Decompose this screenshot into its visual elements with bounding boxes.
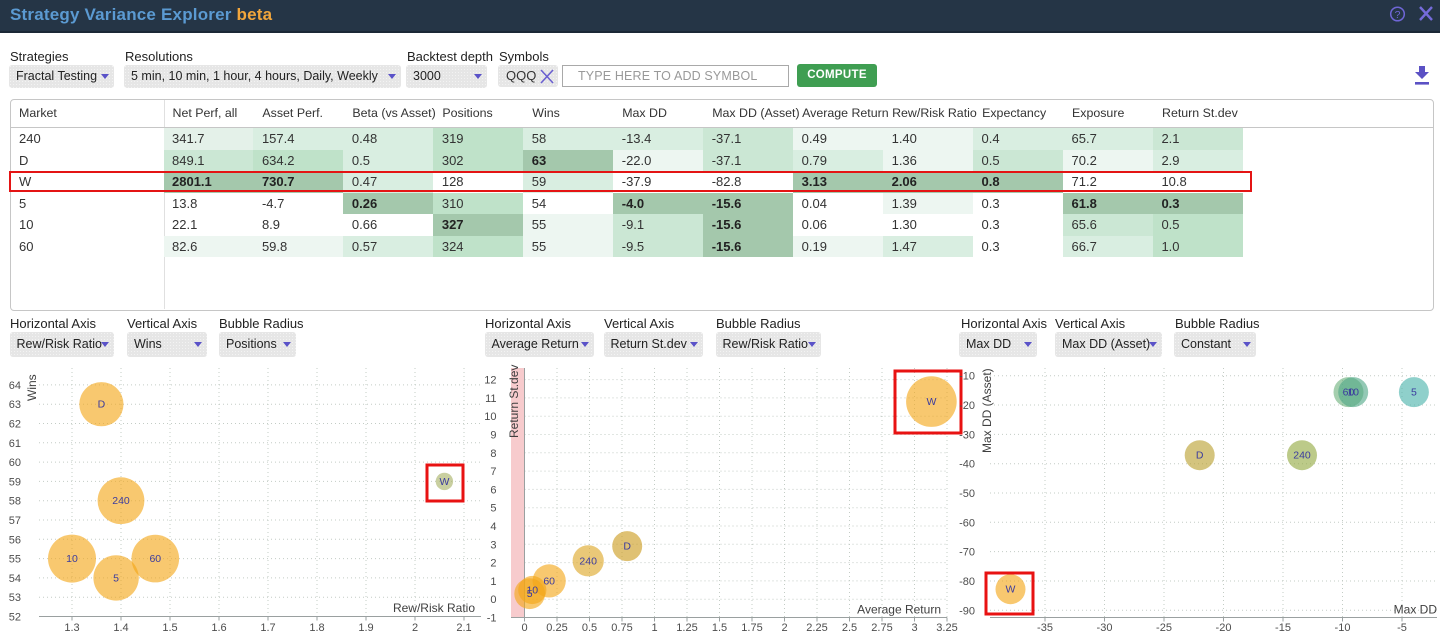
svg-text:1.9: 1.9: [358, 622, 373, 634]
svg-text:52: 52: [9, 612, 21, 624]
svg-text:0.25: 0.25: [546, 622, 567, 634]
svg-text:-1: -1: [487, 613, 497, 625]
svg-text:61: 61: [9, 438, 21, 450]
svg-text:-90: -90: [959, 605, 975, 617]
svg-text:1.75: 1.75: [741, 622, 762, 634]
svg-text:W: W: [439, 476, 449, 488]
svg-text:60: 60: [149, 553, 161, 565]
svg-text:3: 3: [490, 539, 496, 551]
svg-text:-5: -5: [1397, 622, 1407, 634]
svg-text:60: 60: [9, 457, 21, 469]
svg-text:3.25: 3.25: [936, 622, 957, 634]
svg-text:2.1: 2.1: [456, 622, 471, 634]
svg-text:8: 8: [490, 448, 496, 460]
svg-text:-10: -10: [1335, 622, 1351, 634]
svg-text:240: 240: [1293, 450, 1311, 462]
svg-text:1.25: 1.25: [676, 622, 697, 634]
svg-text:59: 59: [9, 476, 21, 488]
svg-text:56: 56: [9, 534, 21, 546]
svg-text:1: 1: [651, 622, 657, 634]
svg-text:-25: -25: [1156, 622, 1172, 634]
svg-text:2.5: 2.5: [842, 622, 857, 634]
svg-text:-20: -20: [959, 400, 975, 412]
svg-text:0.75: 0.75: [611, 622, 632, 634]
svg-text:1.5: 1.5: [162, 622, 177, 634]
svg-text:5: 5: [1411, 387, 1417, 399]
svg-text:4: 4: [490, 521, 496, 533]
svg-text:54: 54: [9, 573, 21, 585]
svg-text:-40: -40: [959, 459, 975, 471]
svg-text:1.7: 1.7: [260, 622, 275, 634]
svg-text:Return St.dev: Return St.dev: [507, 365, 521, 438]
svg-text:0.5: 0.5: [582, 622, 597, 634]
svg-text:63: 63: [9, 399, 21, 411]
svg-text:D: D: [98, 399, 106, 411]
svg-text:64: 64: [9, 380, 21, 392]
svg-text:240: 240: [579, 555, 597, 567]
svg-text:Wins: Wins: [25, 374, 39, 401]
svg-text:10: 10: [484, 411, 496, 423]
svg-text:1.5: 1.5: [712, 622, 727, 634]
svg-text:62: 62: [9, 419, 21, 431]
svg-text:2.25: 2.25: [806, 622, 827, 634]
svg-text:2: 2: [490, 558, 496, 570]
svg-text:D: D: [623, 541, 631, 553]
svg-text:-30: -30: [1097, 622, 1113, 634]
svg-text:5: 5: [527, 588, 533, 600]
svg-text:1.8: 1.8: [309, 622, 324, 634]
svg-text:240: 240: [112, 495, 130, 507]
svg-text:1: 1: [490, 576, 496, 588]
svg-text:0: 0: [490, 594, 496, 606]
svg-text:2: 2: [781, 622, 787, 634]
svg-text:5: 5: [113, 572, 119, 584]
svg-text:3: 3: [911, 622, 917, 634]
svg-text:1.3: 1.3: [64, 622, 79, 634]
svg-text:Rew/Risk Ratio: Rew/Risk Ratio: [393, 601, 475, 615]
svg-text:-70: -70: [959, 547, 975, 559]
svg-text:-15: -15: [1275, 622, 1291, 634]
svg-text:12: 12: [484, 375, 496, 387]
svg-text:1.4: 1.4: [113, 622, 128, 634]
svg-text:Average Return: Average Return: [857, 603, 941, 617]
svg-text:W: W: [926, 396, 936, 408]
svg-text:9: 9: [490, 430, 496, 442]
svg-text:10: 10: [1347, 387, 1359, 399]
svg-text:Max DD (Asset): Max DD (Asset): [980, 368, 994, 453]
svg-text:10: 10: [66, 553, 78, 565]
svg-text:-10: -10: [959, 371, 975, 383]
svg-text:60: 60: [1343, 387, 1355, 399]
svg-text:0: 0: [521, 622, 527, 634]
svg-text:D: D: [1196, 450, 1204, 462]
svg-text:-35: -35: [1037, 622, 1053, 634]
svg-text:57: 57: [9, 515, 21, 527]
svg-text:60: 60: [543, 575, 555, 587]
svg-text:55: 55: [9, 554, 21, 566]
svg-text:2: 2: [412, 622, 418, 634]
svg-text:58: 58: [9, 496, 21, 508]
svg-text:?: ?: [1395, 9, 1401, 21]
svg-text:10: 10: [526, 585, 538, 597]
svg-text:7: 7: [490, 466, 496, 478]
svg-text:1.6: 1.6: [211, 622, 226, 634]
svg-text:-20: -20: [1216, 622, 1232, 634]
svg-text:-80: -80: [959, 576, 975, 588]
svg-text:53: 53: [9, 592, 21, 604]
svg-text:-60: -60: [959, 517, 975, 529]
svg-text:W: W: [1006, 584, 1016, 596]
svg-text:-50: -50: [959, 488, 975, 500]
svg-text:5: 5: [490, 503, 496, 515]
svg-text:-30: -30: [959, 429, 975, 441]
svg-text:11: 11: [485, 393, 496, 405]
svg-text:6: 6: [490, 484, 496, 496]
svg-text:Max DD: Max DD: [1394, 603, 1438, 617]
svg-text:2.75: 2.75: [871, 622, 892, 634]
